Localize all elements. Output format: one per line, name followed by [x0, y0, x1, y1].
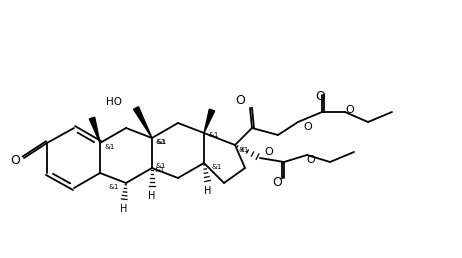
Text: &1: &1 — [109, 184, 119, 190]
Text: O: O — [303, 122, 312, 132]
Text: &1: &1 — [209, 132, 219, 138]
Polygon shape — [89, 117, 100, 143]
Polygon shape — [204, 109, 215, 133]
Text: O: O — [235, 93, 245, 107]
Text: O: O — [307, 155, 316, 165]
Text: &1: &1 — [212, 164, 222, 170]
Text: &1: &1 — [156, 139, 166, 145]
Text: H: H — [148, 191, 156, 201]
Polygon shape — [134, 107, 152, 138]
Text: O: O — [346, 105, 354, 115]
Text: &1: &1 — [105, 144, 115, 150]
Text: H: H — [204, 186, 212, 196]
Text: HO: HO — [106, 97, 122, 107]
Text: &1: &1 — [157, 139, 167, 145]
Text: &1: &1 — [239, 147, 249, 153]
Text: H: H — [120, 204, 128, 214]
Text: O: O — [264, 147, 273, 157]
Text: O: O — [315, 91, 325, 103]
Text: &1: &1 — [156, 163, 166, 169]
Text: O: O — [272, 176, 282, 189]
Text: &1: &1 — [155, 167, 165, 173]
Text: O: O — [10, 154, 20, 166]
